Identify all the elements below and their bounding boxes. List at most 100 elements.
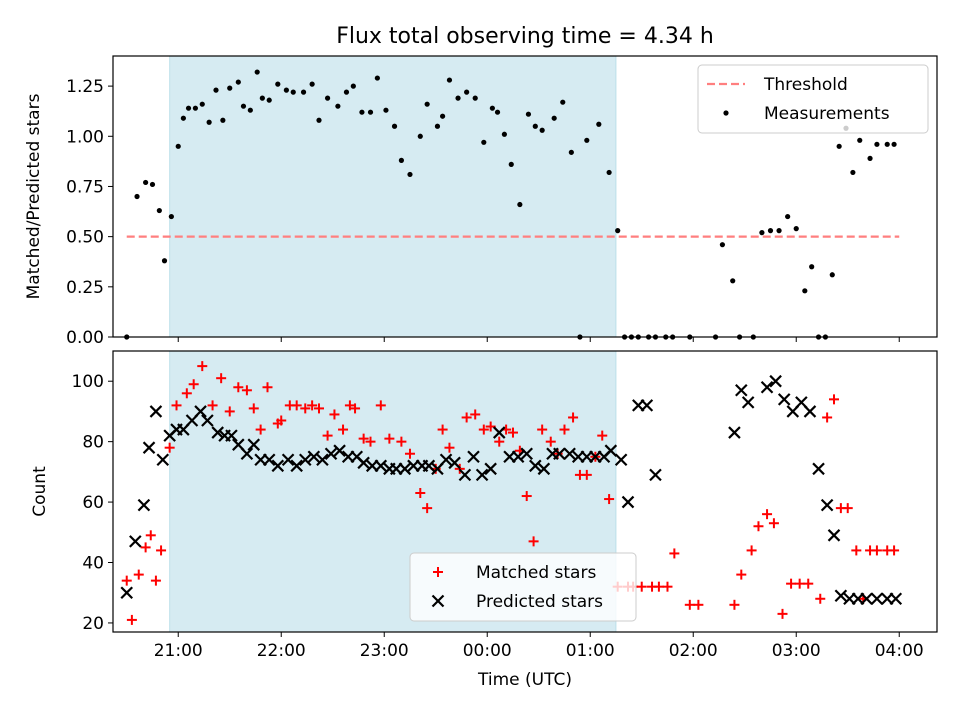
predicted-star-point xyxy=(529,459,542,473)
predicted-star-point xyxy=(156,453,170,467)
matched-star-point xyxy=(329,409,340,420)
predicted-star-point xyxy=(324,447,338,461)
matched-star-point xyxy=(636,581,647,592)
measurement-point xyxy=(874,141,880,147)
matched-star-point xyxy=(322,430,333,441)
measurement-point xyxy=(143,179,149,186)
measurement-point xyxy=(793,226,799,232)
measurement-point xyxy=(584,137,590,143)
matched-star-point xyxy=(746,545,757,556)
matched-star-point xyxy=(528,536,539,547)
predicted-star-point xyxy=(271,459,285,473)
matched-star-point xyxy=(307,400,318,411)
matched-star-point xyxy=(181,388,192,399)
measurement-point xyxy=(508,161,514,167)
bottom-panel-y-ticks: 20 40 60 80 100 xyxy=(72,372,113,634)
measurement-point xyxy=(424,101,430,107)
matched-star-point xyxy=(224,406,235,417)
matched-star-point xyxy=(216,373,227,384)
measurement-point xyxy=(192,105,198,111)
predicted-star-point xyxy=(553,447,566,461)
predicted-star-point xyxy=(316,453,329,467)
predicted-star-point xyxy=(803,405,817,418)
measurement-point xyxy=(283,87,289,93)
predicted-star-point xyxy=(149,405,163,418)
y-tick-label: 1.00 xyxy=(66,127,104,147)
matched-star-point xyxy=(164,442,175,453)
predicted-star-point xyxy=(247,438,261,451)
measurement-point xyxy=(391,123,398,129)
top-panel-legend: Threshold Measurements xyxy=(697,64,929,134)
measurement-point xyxy=(180,115,186,121)
measurement-point xyxy=(809,264,815,270)
predicted-star-point xyxy=(467,450,480,464)
measurement-point xyxy=(206,119,212,125)
bottom-panel-y-axis-label: Count xyxy=(30,466,50,517)
measurement-point xyxy=(156,207,162,214)
top-panel: 0.00 0.25 0.50 0.75 1.00 1.25 Matched/Predict… xyxy=(24,55,938,348)
matched-star-point xyxy=(545,436,556,447)
matched-star-point xyxy=(188,379,199,390)
legend-measurement-swatch xyxy=(723,110,729,116)
matched-star-point xyxy=(255,424,266,435)
measurement-point xyxy=(343,89,350,95)
measurement-point xyxy=(776,228,782,234)
measurement-point xyxy=(220,117,226,123)
legend-label: Predicted stars xyxy=(476,592,603,612)
predicted-star-point xyxy=(194,405,207,418)
x-tick-label: 03:00 xyxy=(772,641,821,661)
matched-star-point xyxy=(889,545,900,556)
predicted-star-point xyxy=(827,529,841,542)
predicted-star-point xyxy=(475,468,489,482)
legend-matched-swatch xyxy=(433,567,443,577)
matched-star-point xyxy=(300,403,311,414)
matched-star-point xyxy=(485,421,496,432)
measurement-point xyxy=(494,109,501,115)
y-tick-label: 0.00 xyxy=(66,328,104,348)
measurement-point xyxy=(407,171,413,178)
predicted-star-point xyxy=(777,393,791,406)
matched-star-point xyxy=(248,403,259,414)
matched-star-point xyxy=(437,424,448,435)
legend-predicted-swatch xyxy=(431,594,445,608)
measurement-point xyxy=(168,213,174,220)
predicted-star-point xyxy=(649,468,662,482)
predicted-star-point xyxy=(604,444,618,457)
matched-star-point xyxy=(822,412,833,423)
measurement-point xyxy=(517,201,523,208)
measurement-point xyxy=(309,81,315,87)
measurement-point xyxy=(350,83,356,89)
predicted-star-point xyxy=(820,498,834,512)
matched-star-point xyxy=(842,503,853,514)
predicted-star-point xyxy=(614,453,628,467)
matched-star-point xyxy=(241,385,252,396)
y-tick-label: 100 xyxy=(72,372,104,392)
legend-label: Measurements xyxy=(764,104,890,124)
observing-window-span xyxy=(169,55,617,338)
matched-star-point xyxy=(396,436,407,447)
measurement-point xyxy=(891,141,897,147)
measurement-point xyxy=(615,228,621,234)
measurement-point xyxy=(134,193,140,200)
x-tick-label: 22:00 xyxy=(257,641,306,661)
predicted-star-point xyxy=(448,456,461,470)
x-tick-label: 04:00 xyxy=(875,641,924,661)
x-tick-label: 00:00 xyxy=(463,641,512,661)
x-tick-label: 23:00 xyxy=(360,641,409,661)
measurement-point xyxy=(759,230,765,236)
measurement-point xyxy=(472,95,478,101)
y-tick-label: 40 xyxy=(82,554,104,574)
measurement-point xyxy=(501,131,507,137)
matched-star-point xyxy=(581,469,592,480)
predicted-star-point xyxy=(298,453,312,467)
predicted-star-point xyxy=(142,441,156,454)
measurement-point xyxy=(199,101,205,107)
matched-star-point xyxy=(375,400,386,411)
y-tick-label: 20 xyxy=(82,614,104,634)
matched-star-point xyxy=(604,494,615,505)
measurement-point xyxy=(606,169,612,176)
predicted-star-point xyxy=(484,462,497,476)
predicted-star-point xyxy=(520,447,533,461)
matched-star-point xyxy=(871,545,882,556)
